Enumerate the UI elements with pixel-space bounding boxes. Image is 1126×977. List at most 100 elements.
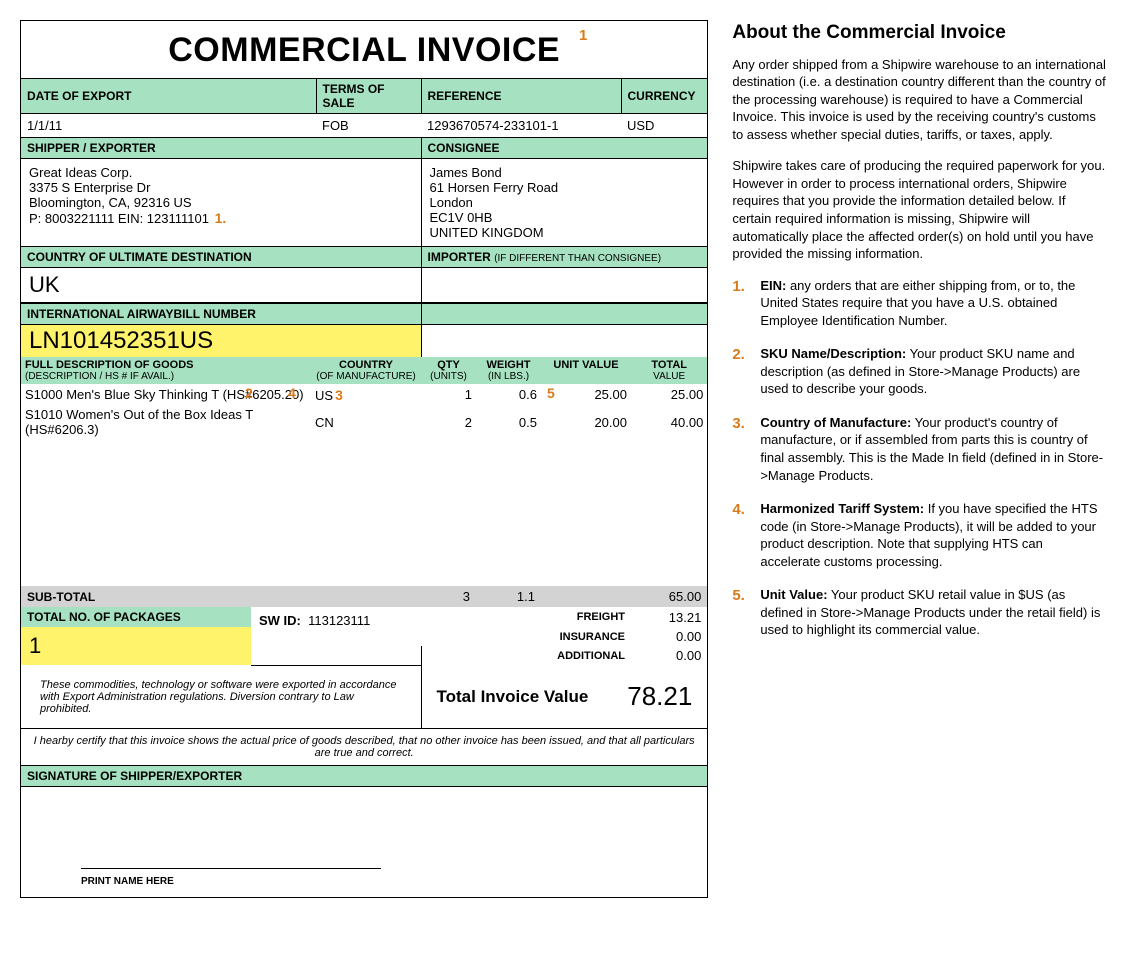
- col-total-value: TOTAL: [651, 359, 687, 371]
- sidebar-title: About the Commercial Invoice: [732, 20, 1106, 46]
- line-desc: S1010 Women's Out of the Box Ideas T (HS…: [21, 405, 311, 439]
- val-terms-of-sale: FOB: [316, 114, 421, 138]
- sidebar-item-term: SKU Name/Description:: [760, 346, 906, 361]
- line-item-empty: [21, 481, 707, 502]
- col-qty-sub: (UNITS): [425, 371, 472, 382]
- print-name-label: PRINT NAME HERE: [81, 876, 174, 887]
- sw-id-value: 113123111: [308, 613, 370, 628]
- total-section: These commodities, technology or softwar…: [21, 666, 707, 728]
- line-item-empty: [21, 439, 707, 460]
- line-weight: 0.6: [476, 384, 541, 405]
- sw-id-label: SW ID:: [259, 613, 301, 628]
- line-item-empty: [21, 565, 707, 586]
- line-item-empty: [21, 523, 707, 544]
- sidebar-item: 1.EIN: any orders that are either shippi…: [732, 277, 1106, 330]
- signature-header: SIGNATURE OF SHIPPER/EXPORTER: [21, 765, 707, 787]
- col-unit-value: UNIT VALUE: [553, 359, 618, 371]
- invoice-title: COMMERCIAL INVOICE: [168, 31, 560, 70]
- subtotal-qty: 3: [421, 586, 476, 607]
- line-country: CN: [311, 405, 421, 439]
- total-packages-value: 1: [21, 627, 251, 665]
- awb-row: LN101452351US: [21, 325, 707, 358]
- val-awb: LN101452351US: [21, 325, 421, 358]
- subtotal-weight: 1.1: [476, 586, 541, 607]
- col-country: COUNTRY: [339, 359, 393, 371]
- subtotal-label: SUB-TOTAL: [21, 586, 311, 607]
- total-invoice-label: Total Invoice Value: [437, 687, 589, 707]
- hdr-importer-note: (IF DIFFERENT THAN CONSIGNEE): [494, 253, 661, 264]
- hdr-awb-blank: [421, 304, 707, 325]
- header-row-awb: INTERNATIONAL AIRWAYBILL NUMBER: [21, 304, 707, 325]
- annotation-1: 1: [579, 27, 587, 44]
- val-date-of-export: 1/1/11: [21, 114, 316, 138]
- line-country: US3: [311, 384, 421, 405]
- export-note: These commodities, technology or softwar…: [22, 667, 420, 727]
- line-item-row: S1000 Men's Blue Sky Thinking T (HS#6205…: [21, 384, 707, 405]
- val-currency: USD: [621, 114, 707, 138]
- awb-blank: [421, 325, 707, 358]
- annotation-3: 3: [333, 387, 343, 403]
- sidebar-item-num: 5.: [732, 586, 745, 606]
- val-reference: 1293670574-233101-1: [421, 114, 621, 138]
- line-items-table: FULL DESCRIPTION OF GOODS (DESCRIPTION /…: [21, 357, 707, 607]
- sidebar-list: 1.EIN: any orders that are either shippi…: [732, 277, 1106, 639]
- annotation-5: 5: [545, 385, 555, 401]
- col-total-value-sub: VALUE: [635, 371, 703, 382]
- certify-text: I hearby certify that this invoice shows…: [21, 728, 707, 765]
- consignee-l1: James Bond: [430, 165, 700, 180]
- hdr-shipper: SHIPPER / EXPORTER: [21, 138, 421, 159]
- sidebar-p1: Any order shipped from a Shipwire wareho…: [732, 56, 1106, 144]
- consignee-l2: 61 Horsen Ferry Road: [430, 180, 700, 195]
- sidebar-p2: Shipwire takes care of producing the req…: [732, 157, 1106, 262]
- sidebar-item-num: 2.: [732, 345, 745, 365]
- sidebar-item-num: 1.: [732, 277, 745, 297]
- header-row-3: COUNTRY OF ULTIMATE DESTINATION IMPORTER…: [21, 247, 707, 268]
- annotation-1-dot: 1.: [213, 210, 227, 226]
- col-weight-sub: (IN LBS.): [480, 371, 537, 382]
- hdr-reference: REFERENCE: [421, 79, 621, 114]
- addr-row: Great Ideas Corp. 3375 S Enterprise Dr B…: [21, 159, 707, 247]
- commercial-invoice: COMMERCIAL INVOICE 1 DATE OF EXPORT TERM…: [20, 20, 708, 898]
- additional-value: 0.00: [631, 646, 707, 665]
- sidebar-item-term: Harmonized Tariff System:: [760, 501, 924, 516]
- consignee-block: James Bond 61 Horsen Ferry Road London E…: [421, 159, 707, 247]
- value-row-1: 1/1/11 FOB 1293670574-233101-1 USD: [21, 114, 707, 138]
- line-unit-value: 20.00: [541, 405, 631, 439]
- sidebar-item: 5.Unit Value: Your product SKU retail va…: [732, 586, 1106, 639]
- line-item-empty: [21, 544, 707, 565]
- shipper-block: Great Ideas Corp. 3375 S Enterprise Dr B…: [21, 159, 421, 247]
- sidebar-item: 4.Harmonized Tariff System: If you have …: [732, 500, 1106, 570]
- line-unit-value: 525.00: [541, 384, 631, 405]
- insurance-value: 0.00: [631, 627, 707, 646]
- line-total: 40.00: [631, 405, 707, 439]
- val-importer: [421, 268, 707, 303]
- annotation-2: 2: [243, 385, 253, 401]
- line-item-empty: [21, 502, 707, 523]
- line-weight: 0.5: [476, 405, 541, 439]
- signature-line: [81, 868, 381, 869]
- hdr-terms-of-sale: TERMS OF SALE: [316, 79, 421, 114]
- annotation-4: 4: [286, 385, 296, 401]
- line-qty: 2: [421, 405, 476, 439]
- shipper-l3: Bloomington, CA, 92316 US: [29, 195, 413, 210]
- sw-id-cell: SW ID: 113123111: [251, 607, 421, 646]
- additional-label: ADDITIONAL: [421, 646, 631, 665]
- consignee-l5: UNITED KINGDOM: [430, 225, 700, 240]
- val-country-dest: UK: [21, 268, 421, 303]
- hdr-country-dest: COUNTRY OF ULTIMATE DESTINATION: [21, 247, 421, 268]
- freight-value: 13.21: [631, 607, 707, 627]
- total-packages-label: TOTAL NO. OF PACKAGES: [21, 607, 251, 627]
- hdr-consignee: CONSIGNEE: [421, 138, 707, 159]
- subtotal-row: SUB-TOTAL 3 1.1 65.00: [21, 586, 707, 607]
- sidebar-item-term: Unit Value:: [760, 587, 827, 602]
- consignee-l4: EC1V 0HB: [430, 210, 700, 225]
- col-weight: WEIGHT: [487, 359, 531, 371]
- sidebar-item-num: 4.: [732, 500, 745, 520]
- line-item-empty: [21, 460, 707, 481]
- shipper-l2: 3375 S Enterprise Dr: [29, 180, 413, 195]
- line-desc: S1000 Men's Blue Sky Thinking T (HS#6205…: [21, 384, 311, 405]
- hdr-importer-label: IMPORTER: [428, 250, 491, 264]
- title-row: COMMERCIAL INVOICE 1: [21, 21, 707, 78]
- sidebar-item-num: 3.: [732, 414, 745, 434]
- hdr-date-of-export: DATE OF EXPORT: [21, 79, 316, 114]
